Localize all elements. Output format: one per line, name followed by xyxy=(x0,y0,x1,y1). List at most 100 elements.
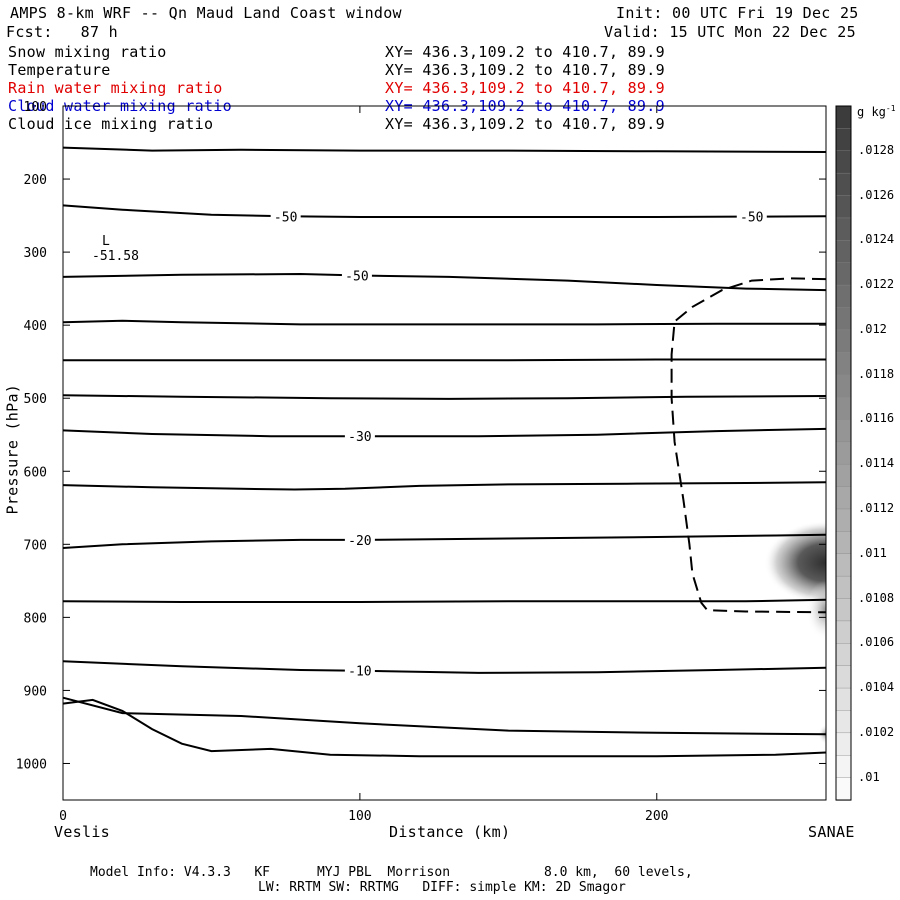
temperature-contour xyxy=(62,481,827,491)
colorbar-cell xyxy=(835,665,852,689)
colorbar-label: .01 xyxy=(858,769,880,784)
colorbar-cell xyxy=(835,463,852,488)
y-tick-label: 200 xyxy=(24,173,47,188)
colorbar-cell xyxy=(835,486,852,510)
model-physics: LW: RRTM SW: RRTMG DIFF: simple KM: 2D S… xyxy=(258,880,626,895)
contour-label: -20 xyxy=(348,534,371,549)
model-info: Model Info: V4.3.3 KF MYJ PBL Morrison 8… xyxy=(90,865,693,880)
temperature-contour xyxy=(62,696,827,736)
contour-label-bg xyxy=(341,267,372,283)
temperature-contour xyxy=(62,698,827,758)
colorbar-cell xyxy=(835,217,852,242)
colorbar-cell xyxy=(835,732,852,756)
axes: 100 200 300 400 500 600 700 800 900 1000 0 100 200 xyxy=(16,100,826,824)
colorbar-cell xyxy=(835,128,852,152)
colorbar-cell xyxy=(835,352,852,376)
colorbar-cell xyxy=(835,643,852,667)
contour-label-bg xyxy=(270,208,301,224)
x-axis-title: Distance (km) xyxy=(389,823,511,841)
colorbar-cells xyxy=(835,105,852,801)
shaded-maximum xyxy=(764,520,826,605)
temperature-contour xyxy=(62,598,827,603)
colorbar-cell xyxy=(835,441,852,465)
contour-label-bg xyxy=(344,662,375,678)
y-tick-label: 400 xyxy=(24,319,47,334)
init-time: Init: 00 UTC Fri 19 Dec 25 xyxy=(616,4,859,22)
x-right-endpoint: SANAE xyxy=(808,823,855,841)
colorbar-label: .0118 xyxy=(858,366,895,381)
colorbar-label: .0104 xyxy=(858,680,895,695)
chart-title: AMPS 8-km WRF -- Qn Maud Land Coast wind… xyxy=(10,4,402,22)
temperature-contour xyxy=(62,146,827,153)
temperature-contour xyxy=(62,427,827,438)
contour-labels: -50 -50 -50 -30 -20 -10 xyxy=(270,208,767,680)
cloud-contour xyxy=(670,277,827,614)
field-name-cloud-ice: Cloud ice mixing ratio xyxy=(8,115,214,133)
colorbar-cell xyxy=(835,374,852,398)
contour-label-bg xyxy=(344,531,375,547)
colorbar-cell xyxy=(835,620,852,644)
colorbar-cell xyxy=(835,172,852,197)
colorbar-label: .0106 xyxy=(858,635,895,650)
x-tick-label: 100 xyxy=(348,809,371,824)
colorbar-label: .0108 xyxy=(858,590,895,605)
colorbar-label: .0128 xyxy=(858,142,895,157)
colorbar-cell xyxy=(835,575,852,600)
contour-label: -50 xyxy=(274,210,297,225)
y-tick-label: 500 xyxy=(24,392,47,407)
x-left-endpoint: Veslis xyxy=(54,823,110,841)
field-xy-rain: XY= 436.3,109.2 to 410.7, 89.9 xyxy=(385,79,665,97)
temperature-contour xyxy=(63,358,826,362)
field-xy-cloud-ice: XY= 436.3,109.2 to 410.7, 89.9 xyxy=(385,115,665,133)
colorbar-cell xyxy=(835,777,852,801)
colorbar-cell xyxy=(835,598,852,622)
y-tick-label: 300 xyxy=(24,246,47,261)
contour-label-bg xyxy=(344,428,375,444)
colorbar-cell xyxy=(835,710,852,734)
colorbar-cell xyxy=(835,195,852,219)
contour-label: -10 xyxy=(348,665,371,680)
colorbar-unit-exp: -1 xyxy=(885,104,896,113)
colorbar-cell xyxy=(835,396,852,421)
temperature-contours xyxy=(62,146,827,758)
shaded-maximum xyxy=(806,580,826,641)
colorbar-cell xyxy=(835,755,852,779)
x-tick-label: 200 xyxy=(645,809,668,824)
colorbar-cell xyxy=(835,150,852,174)
low-value: -51.58 xyxy=(92,249,139,264)
shaded-field xyxy=(764,520,826,745)
colorbar-label: .0114 xyxy=(858,456,895,471)
colorbar-label: .0124 xyxy=(858,232,895,247)
y-tick-label: 900 xyxy=(24,684,47,699)
colorbar-label: .0126 xyxy=(858,187,895,202)
colorbar-cell xyxy=(835,262,852,286)
temperature-contour xyxy=(62,319,826,326)
field-name-rain: Rain water mixing ratio xyxy=(8,79,223,97)
colorbar-label: .012 xyxy=(858,321,887,336)
colorbar-label: .011 xyxy=(858,545,887,560)
colorbar-frame xyxy=(835,105,852,801)
y-tick-label: 1000 xyxy=(16,757,47,772)
colorbar-label: .0112 xyxy=(858,501,895,515)
cloud-dashed-contour xyxy=(670,277,827,614)
forecast-hour: Fcst: 87 h xyxy=(6,23,118,41)
colorbar-cell xyxy=(835,284,852,309)
colorbar-cell xyxy=(835,553,852,577)
valid-time: Valid: 15 UTC Mon 22 Dec 25 xyxy=(604,23,856,41)
temperature-contour xyxy=(62,660,827,674)
colorbar-cell xyxy=(835,419,852,443)
colorbar-cell xyxy=(835,240,852,264)
colorbar-unit-text: g kg xyxy=(857,105,886,119)
x-tick-label: 0 xyxy=(59,809,67,824)
colorbar-cell xyxy=(835,687,852,712)
y-tick-label: 100 xyxy=(24,100,47,115)
contour-label: -50 xyxy=(345,269,368,284)
colorbar-cell xyxy=(835,508,852,533)
low-letter: L xyxy=(102,234,110,249)
colorbar-label: .0102 xyxy=(858,724,895,739)
temperature-contour xyxy=(62,204,827,218)
colorbar-cell xyxy=(835,105,852,130)
contour-label: -50 xyxy=(740,211,763,226)
y-tick-label: 600 xyxy=(24,465,47,480)
